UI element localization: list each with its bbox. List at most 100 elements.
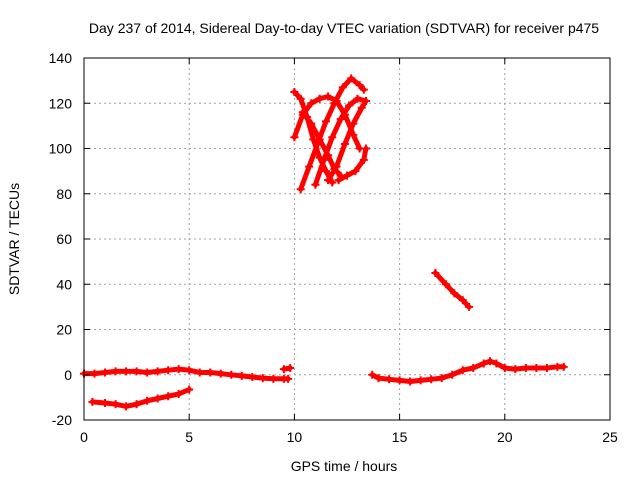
data-point xyxy=(164,392,173,401)
data-point xyxy=(374,374,383,383)
data-point xyxy=(500,363,509,372)
data-point xyxy=(101,368,110,377)
data-point xyxy=(486,357,495,366)
data-point xyxy=(465,302,474,311)
data-point xyxy=(469,363,478,372)
data-point xyxy=(195,368,204,377)
y-tick-label: 80 xyxy=(56,186,72,202)
data-point xyxy=(406,377,415,386)
data-point xyxy=(174,365,183,374)
data-point xyxy=(334,176,343,185)
data-point xyxy=(286,363,295,372)
data-point xyxy=(385,375,394,384)
data-point xyxy=(298,108,307,117)
data-point xyxy=(355,81,364,90)
data-point xyxy=(88,397,97,406)
tick-layer: 0 5 10 15 20 25 -20 0 20 40 60 80 100 120 140 xyxy=(49,50,618,445)
data-point xyxy=(185,385,194,394)
data-point xyxy=(315,94,324,103)
data-point xyxy=(343,171,351,180)
data-point xyxy=(328,178,337,187)
y-axis-label: SDTVAR / TECUs xyxy=(6,183,22,295)
x-tick-label: 15 xyxy=(392,429,408,445)
data-point xyxy=(361,144,370,153)
x-tick-label: 10 xyxy=(287,429,303,445)
data-point xyxy=(290,133,299,142)
data-point xyxy=(542,363,551,372)
data-point xyxy=(479,359,488,368)
data-point xyxy=(347,74,356,83)
data-point xyxy=(492,359,501,368)
data-point xyxy=(315,135,324,144)
data-point xyxy=(122,402,131,411)
x-tick-label: 20 xyxy=(497,429,513,445)
data-point xyxy=(305,162,314,171)
x-tick-label: 0 xyxy=(80,429,88,445)
x-tick-label: 5 xyxy=(185,429,193,445)
data-point xyxy=(321,167,330,176)
data-point xyxy=(532,363,541,372)
data-point xyxy=(307,99,316,108)
data-point xyxy=(111,400,120,409)
y-tick-label: 120 xyxy=(49,95,73,111)
data-point xyxy=(441,280,450,289)
data-point xyxy=(290,87,299,96)
data-point xyxy=(521,363,530,372)
data-point xyxy=(111,367,120,376)
data-point xyxy=(153,367,162,376)
data-point xyxy=(359,155,368,164)
data-point xyxy=(101,399,110,408)
data-point xyxy=(338,83,347,92)
y-tick-label: 0 xyxy=(64,367,72,383)
y-tick-label: 40 xyxy=(56,276,72,292)
chart-title: Day 237 of 2014, Sidereal Day-to-day VTE… xyxy=(89,20,599,36)
data-point xyxy=(368,370,377,379)
data-point xyxy=(336,115,345,124)
data-point xyxy=(332,162,341,171)
data-point xyxy=(132,367,141,376)
data-point xyxy=(153,394,162,403)
data-point xyxy=(216,369,225,378)
y-tick-label: -20 xyxy=(52,412,72,428)
data-point xyxy=(324,176,333,185)
data-point xyxy=(132,400,141,409)
data-point xyxy=(269,374,278,383)
data-point xyxy=(307,119,316,128)
data-point xyxy=(143,368,152,377)
data-point xyxy=(90,369,99,378)
data-point xyxy=(458,296,467,305)
data-point xyxy=(559,362,568,371)
data-point xyxy=(164,366,173,375)
x-tick-label: 25 xyxy=(602,429,618,445)
data-point xyxy=(511,365,520,374)
data-point xyxy=(450,289,459,298)
data-point xyxy=(349,119,358,128)
data-point xyxy=(296,94,305,103)
data-point xyxy=(353,94,362,103)
data-point xyxy=(311,180,320,189)
y-tick-label: 20 xyxy=(56,322,72,338)
data-point xyxy=(296,185,305,194)
y-tick-label: 140 xyxy=(49,50,73,66)
data-point xyxy=(357,103,366,112)
data-point xyxy=(431,268,440,277)
series-trace-1 xyxy=(89,387,192,409)
data-point xyxy=(279,365,288,374)
data-point xyxy=(351,167,360,176)
grid-layer xyxy=(84,58,610,420)
data-point xyxy=(143,396,152,405)
data-point xyxy=(185,366,194,375)
series-trace-10 xyxy=(432,270,472,310)
data-point xyxy=(324,92,333,101)
data-point xyxy=(359,85,368,94)
data-point xyxy=(324,151,333,160)
data-point xyxy=(427,375,436,384)
data-point xyxy=(319,155,328,164)
y-tick-label: 100 xyxy=(49,141,73,157)
data-point xyxy=(174,389,183,398)
series-layer xyxy=(80,74,568,411)
data-point xyxy=(227,370,236,379)
data-point xyxy=(258,374,267,383)
data-point xyxy=(330,99,339,108)
